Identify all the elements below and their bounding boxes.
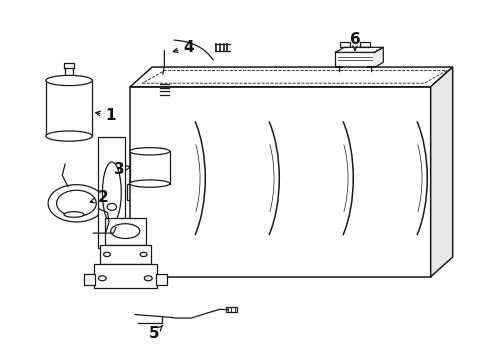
Text: 4: 4	[173, 40, 194, 55]
Bar	[156, 274, 167, 285]
Bar	[99, 244, 151, 264]
Bar	[335, 52, 374, 67]
Ellipse shape	[98, 276, 106, 281]
Polygon shape	[374, 47, 383, 67]
Bar	[360, 41, 369, 47]
Ellipse shape	[56, 190, 96, 216]
Bar	[104, 218, 146, 244]
Ellipse shape	[107, 203, 117, 210]
Text: 3: 3	[114, 162, 131, 177]
Text: 6: 6	[349, 32, 360, 50]
Polygon shape	[335, 47, 383, 52]
Ellipse shape	[136, 142, 147, 148]
Polygon shape	[130, 87, 431, 277]
Ellipse shape	[46, 75, 92, 86]
Ellipse shape	[130, 148, 170, 155]
Text: 1: 1	[96, 108, 116, 123]
Ellipse shape	[46, 131, 92, 141]
Ellipse shape	[103, 252, 110, 257]
Bar	[226, 307, 237, 312]
Ellipse shape	[102, 162, 121, 223]
Text: 5: 5	[149, 325, 163, 341]
Ellipse shape	[64, 212, 84, 217]
Polygon shape	[431, 67, 453, 277]
Ellipse shape	[48, 185, 105, 222]
Ellipse shape	[111, 224, 140, 238]
Bar	[94, 264, 157, 288]
Bar	[127, 184, 172, 200]
Bar	[98, 137, 125, 248]
Ellipse shape	[153, 142, 164, 148]
Bar	[340, 41, 350, 47]
Ellipse shape	[145, 276, 152, 281]
Text: 2: 2	[90, 190, 109, 206]
Ellipse shape	[140, 252, 147, 257]
Polygon shape	[130, 67, 453, 87]
Bar	[84, 274, 95, 285]
Ellipse shape	[130, 180, 170, 187]
Bar	[159, 73, 170, 83]
